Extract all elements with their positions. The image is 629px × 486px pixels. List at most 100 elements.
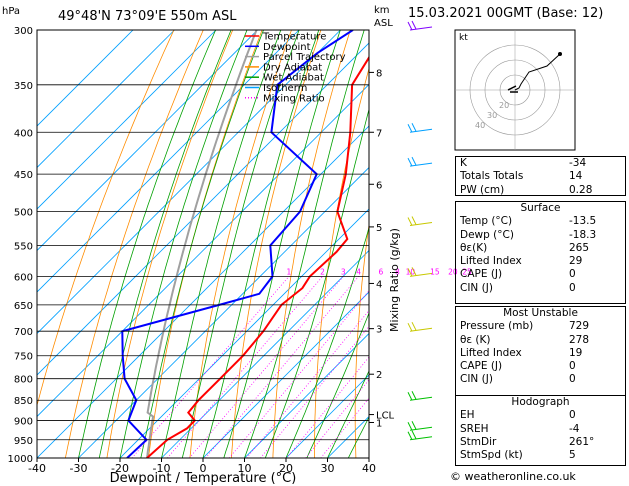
hodograph-stat-label: StmDir — [460, 435, 497, 448]
wind-barb-flag — [407, 431, 413, 440]
x-tick-label: -10 — [153, 462, 171, 475]
hodograph-kt-label: kt — [459, 33, 468, 43]
pressure-tick-label: 450 — [14, 170, 33, 181]
index-value: 0.28 — [569, 183, 593, 196]
surface-row: CIN (J) 0 — [456, 282, 625, 295]
pressure-tick-label: 950 — [14, 436, 33, 447]
wind-barb-flag — [411, 321, 417, 331]
mixing-ratio-label: 6 — [379, 267, 384, 276]
x-tick-label: -40 — [28, 462, 46, 475]
pressure-tick-label: 650 — [14, 301, 33, 312]
hodograph-stat-label: SREH — [460, 422, 489, 435]
dry-adiabat-line — [354, 222, 369, 458]
surface-label: Lifted Index — [460, 255, 522, 268]
hodograph-ring-label: 40 — [475, 121, 485, 130]
wind-barb-flag — [411, 216, 417, 225]
hodograph-stat-label: StmSpd (kt) — [460, 449, 523, 462]
dry-adiabat-line — [106, 30, 234, 458]
most-unstable-label: CIN (J) — [460, 373, 493, 386]
hodograph-table: Hodograph EH 0 SREH -4 StmDir 261° StmSpd (kt)… — [455, 395, 626, 466]
wind-barb-flag — [407, 124, 413, 133]
mixing-ratio-line — [305, 379, 369, 458]
storm-motion-marker — [507, 85, 518, 93]
wind-barb-flag — [407, 157, 413, 167]
surface-label: Dewp (°C) — [460, 228, 514, 241]
wind-barb — [409, 396, 433, 401]
isotherm-line — [37, 30, 175, 169]
km-tick-label: 4 — [376, 279, 382, 290]
temperature-axis: -40 -30 -20 -10 0 10 20 30 40 — [28, 458, 376, 475]
mixing-ratio-line — [246, 309, 369, 458]
wind-barb-flag — [411, 20, 417, 30]
wind-barb-flag — [411, 430, 417, 439]
wind-barb — [409, 128, 433, 133]
date-header: 15.03.2021 00GMT (Base: 12) — [408, 6, 604, 21]
isotherm-line — [285, 374, 369, 458]
wind-barb — [409, 426, 433, 431]
surface-row: CAPE (J) 0 — [456, 268, 625, 281]
isotherm-line — [244, 332, 369, 458]
mixing-ratio-axis-title: Mixing Ratio (g/kg) — [388, 228, 401, 332]
mixing-ratio-line — [205, 276, 359, 458]
mixing-ratio-line — [131, 276, 290, 458]
mixing-ratio-label: 25 — [462, 267, 472, 276]
mixing-ratio-label: 10 — [406, 267, 416, 276]
index-label: PW (cm) — [460, 183, 505, 196]
pressure-tick-label: 850 — [14, 396, 33, 407]
x-tick-label: 20 — [279, 462, 293, 475]
most-unstable-row: CAPE (J) 0 — [456, 360, 625, 373]
wind-barb — [409, 327, 433, 332]
wind-barb — [409, 222, 433, 227]
most-unstable-label: Pressure (mb) — [460, 320, 534, 333]
isotherm-line — [37, 30, 300, 293]
surface-label: CIN (J) — [460, 281, 493, 294]
most-unstable-label: CAPE (J) — [460, 360, 503, 373]
x-axis-title: Dewpoint / Temperature (°C) — [110, 471, 297, 486]
hodograph-stat-value: 0 — [569, 409, 576, 422]
pressure-tick-label: 1000 — [8, 454, 33, 465]
mixing-ratio-labels: 1 2 3 4 6 8 10 15 20 25 — [287, 267, 473, 276]
wind-barb-flag — [407, 422, 413, 431]
most-unstable-value: 19 — [569, 346, 583, 359]
wind-barb-flag — [411, 123, 417, 132]
most-unstable-label: θε (K) — [460, 333, 491, 346]
surface-row: θε(K) 265 — [456, 242, 625, 255]
parcel-trajectory-line — [146, 30, 258, 458]
surface-row: Dewp (°C) -18.3 — [456, 229, 625, 242]
surface-value: 0 — [569, 268, 576, 281]
km-tick-label: 5 — [376, 223, 382, 234]
index-row: Totals Totals 14 — [456, 170, 625, 183]
index-row: PW (cm) 0.28 — [456, 184, 625, 197]
mixing-ratio-line — [260, 325, 369, 458]
hodograph-ring-label: 20 — [499, 101, 509, 110]
x-tick-label: 10 — [238, 462, 252, 475]
legend-label: Parcel Trajectory — [263, 52, 346, 63]
mixing-ratio-line — [167, 276, 323, 458]
isotherm-line — [37, 42, 369, 376]
hpa-label: hPa — [2, 6, 20, 17]
most-unstable-value: 0 — [569, 360, 576, 373]
indices-table: K -34 Totals Totals 14 PW (cm) 0.28 — [455, 156, 626, 196]
hodograph-stat-value: -4 — [569, 422, 580, 435]
index-label: K — [460, 157, 467, 169]
km-tick-label: 6 — [376, 180, 382, 191]
legend-label: Dry Adiabat — [263, 62, 322, 73]
hodograph-ring-label: 30 — [487, 111, 497, 120]
mixing-ratio-label: 8 — [395, 267, 400, 276]
legend-label: Dewpoint — [263, 42, 311, 53]
pressure-tick-label: 800 — [14, 375, 33, 386]
surface-row: Lifted Index 29 — [456, 255, 625, 268]
most-unstable-title: Most Unstable — [503, 307, 578, 319]
wind-barb-flag — [407, 322, 413, 332]
surface-row: Temp (°C) -13.5 — [456, 215, 625, 228]
km-tick-label: 7 — [376, 128, 382, 139]
mixing-ratio-label: 15 — [430, 267, 440, 276]
index-value: -34 — [569, 157, 587, 169]
isotherm-line — [37, 30, 258, 252]
hodograph-table-title: Hodograph — [511, 396, 570, 408]
mixing-ratio-label: 20 — [448, 267, 458, 276]
wet-adiabat-line — [306, 311, 369, 458]
hodograph-stat-row: StmSpd (kt) 5 — [456, 449, 625, 462]
